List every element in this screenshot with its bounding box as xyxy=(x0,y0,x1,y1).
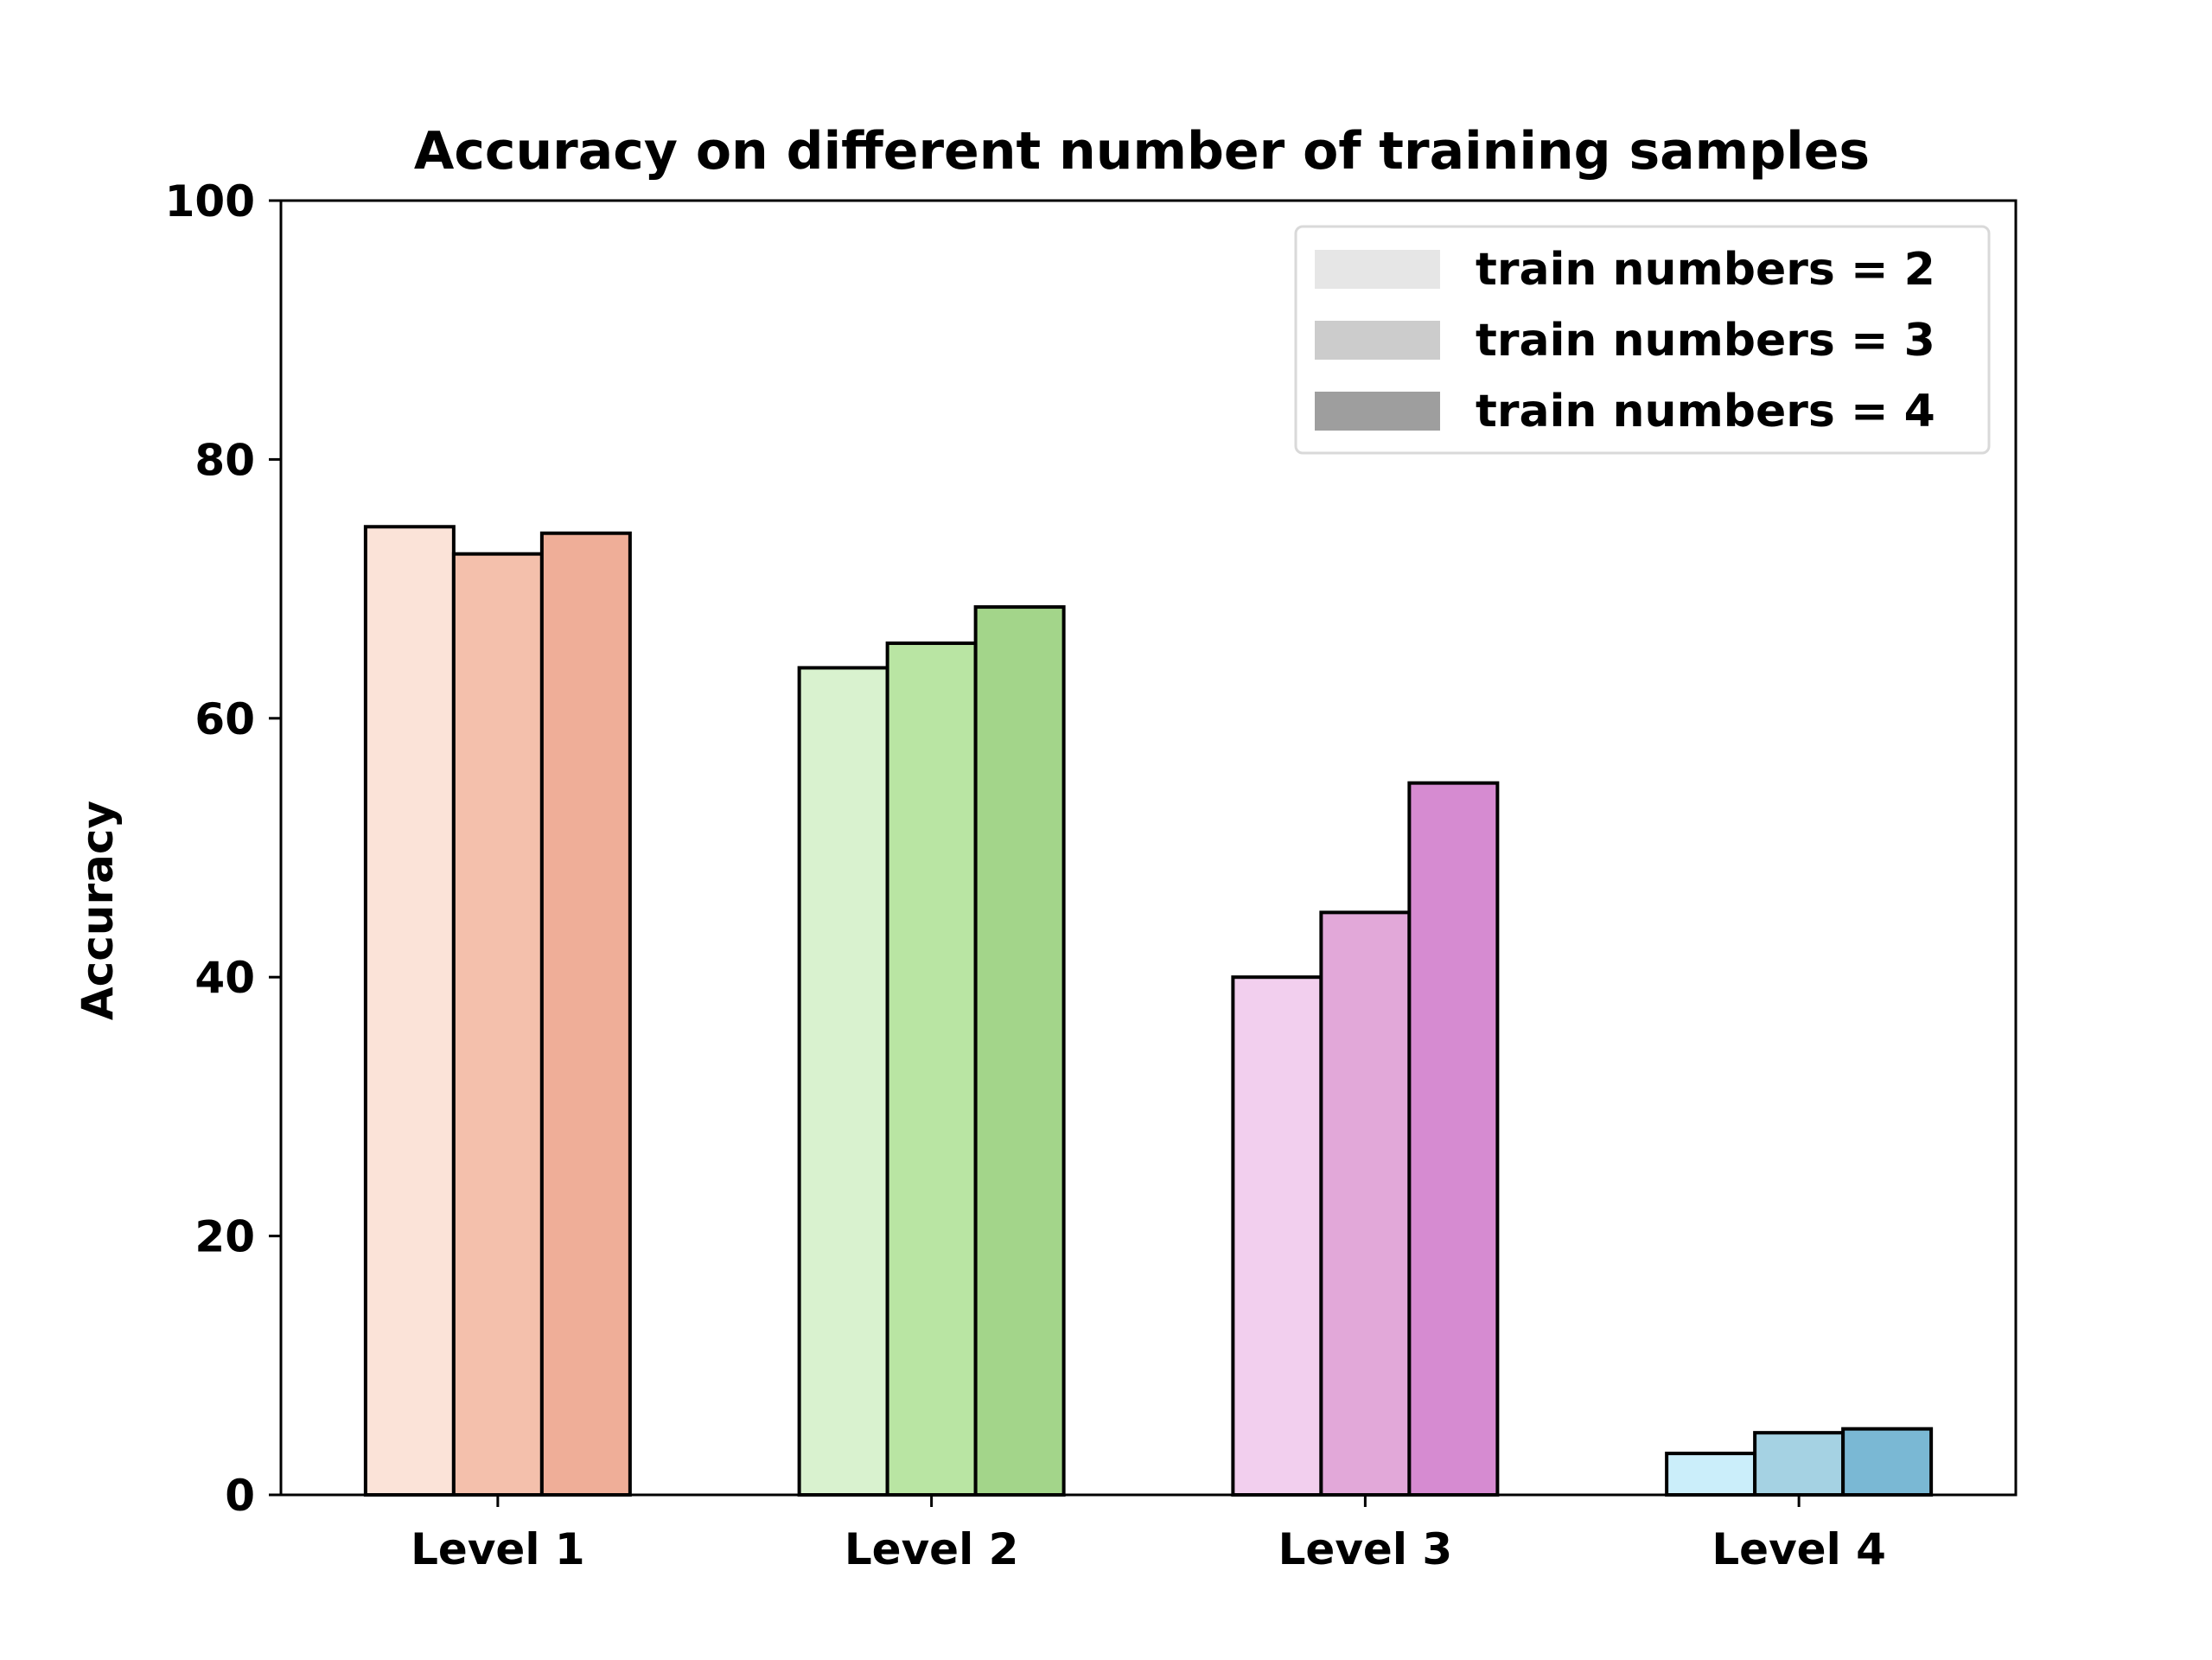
y-tick-label: 20 xyxy=(194,1212,255,1262)
bar-3-series-2 xyxy=(1319,910,1412,1497)
x-tick-label: Level 4 xyxy=(1712,1524,1886,1574)
y-tick-label: 0 xyxy=(225,1471,255,1521)
legend-swatch-2 xyxy=(1315,321,1440,360)
x-tick-label: Level 2 xyxy=(845,1524,1019,1574)
x-tick-label: Level 3 xyxy=(1278,1524,1453,1574)
legend-box xyxy=(1294,225,1991,455)
bar-1-series-1 xyxy=(363,525,456,1497)
chart-title: Accuracy on different number of training… xyxy=(414,121,1870,182)
legend-label-3: train numbers = 4 xyxy=(1476,386,1935,437)
legend-swatch-1 xyxy=(1315,250,1440,289)
x-ticks-group: Level 1 Level 2 Level 3 Level 4 xyxy=(411,1495,1886,1574)
bar-2-series-3 xyxy=(973,605,1066,1497)
y-tick-label: 40 xyxy=(194,953,255,1003)
plot-frame xyxy=(279,199,2018,1497)
bar-2-series-1 xyxy=(797,666,889,1497)
y-tick-label: 80 xyxy=(194,435,255,485)
y-ticks-group: 0 20 40 60 80 100 xyxy=(165,176,281,1521)
bar-4-series-1 xyxy=(1665,1452,1757,1497)
legend-swatch-3 xyxy=(1315,392,1440,431)
bar-1-series-3 xyxy=(539,531,632,1497)
bar-1-series-2 xyxy=(451,552,544,1497)
y-tick-label: 60 xyxy=(194,694,255,744)
y-axis-label: Accuracy xyxy=(73,801,123,1020)
bar-4-series-2 xyxy=(1753,1431,1845,1497)
x-tick-label: Level 1 xyxy=(411,1524,585,1574)
legend-label-1: train numbers = 2 xyxy=(1476,244,1935,296)
bars-group xyxy=(363,525,1934,1497)
legend-label-2: train numbers = 3 xyxy=(1476,315,1935,367)
bar-3-series-3 xyxy=(1407,781,1500,1497)
bar-2-series-2 xyxy=(885,641,978,1497)
bar-4-series-3 xyxy=(1841,1427,1934,1497)
legend: train numbers = 2 train numbers = 3 train … xyxy=(1294,225,1991,455)
bar-3-series-1 xyxy=(1231,975,1323,1497)
y-tick-label: 100 xyxy=(165,176,255,227)
